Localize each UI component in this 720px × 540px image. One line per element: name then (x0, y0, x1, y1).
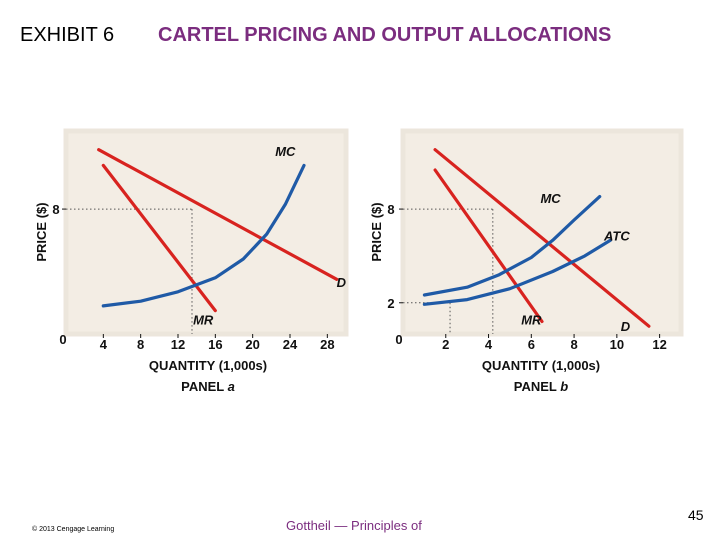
footer-credit: Gottheil — Principles of (286, 518, 422, 533)
panel-b-curve-atc (422, 238, 612, 306)
exhibit-number: EXHIBIT 6 (20, 24, 115, 46)
panel-b-label-atc: ATC (603, 228, 630, 243)
panel-b-curve-d (433, 148, 651, 328)
panel-a-panel-label: PANEL a (181, 379, 235, 394)
panel-b-label-d: D (621, 319, 631, 334)
panel-b-x-axis-label: QUANTITY (1,000s) (482, 358, 600, 373)
panel-a-x-tick-12: 12 (171, 337, 185, 352)
panel-a-x-tick-8: 8 (137, 337, 144, 352)
panel-b-y-axis-label: PRICE ($) (369, 202, 384, 261)
panel-b-origin-label: 0 (395, 332, 402, 347)
panel-b-curve-mc (422, 195, 602, 297)
panel-a-y-tick-8: 8 (52, 202, 59, 217)
panel-a-origin-label: 0 (59, 332, 66, 347)
panel-b-x-tick-8: 8 (570, 337, 577, 352)
panel-b-y-tick-8: 8 (387, 202, 394, 217)
panel-a-x-axis-label: QUANTITY (1,000s) (149, 358, 267, 373)
panel-a-label-mc: MC (275, 144, 296, 159)
panel-b-x-tick-4: 4 (485, 337, 493, 352)
panel-b-x-tick-12: 12 (652, 337, 666, 352)
panel-b-label-mr: MR (521, 313, 542, 328)
panel-a-plot-area (63, 128, 349, 337)
panel-b-x-tick-2: 2 (442, 337, 449, 352)
panel-b-y-tick-2: 2 (387, 296, 394, 311)
exhibit-title: CARTEL PRICING AND OUTPUT ALLOCATIONS (158, 24, 612, 46)
panel-b-label-mc: MC (540, 191, 561, 206)
panel-b-curve-mr (433, 168, 544, 324)
panel-a-label-mr: MR (193, 313, 214, 328)
page-number: 45 (688, 507, 704, 523)
panel-b-x-tick-10: 10 (610, 337, 624, 352)
copyright-note: © 2013 Cengage Learning (32, 526, 115, 533)
panel-a-curve-mc (101, 163, 306, 308)
panel-a-curve-d (97, 148, 339, 281)
panel-a-x-tick-4: 4 (100, 337, 108, 352)
panel-a-x-tick-24: 24 (283, 337, 298, 352)
panel-a-x-tick-16: 16 (208, 337, 222, 352)
panel-a-label-d: D (337, 275, 347, 290)
panel-b-panel-label: PANEL b (514, 379, 568, 394)
panel-b-x-tick-6: 6 (528, 337, 535, 352)
panel-a-x-tick-28: 28 (320, 337, 334, 352)
panel-a-x-tick-20: 20 (245, 337, 259, 352)
panel-a-y-axis-label: PRICE ($) (34, 202, 49, 261)
